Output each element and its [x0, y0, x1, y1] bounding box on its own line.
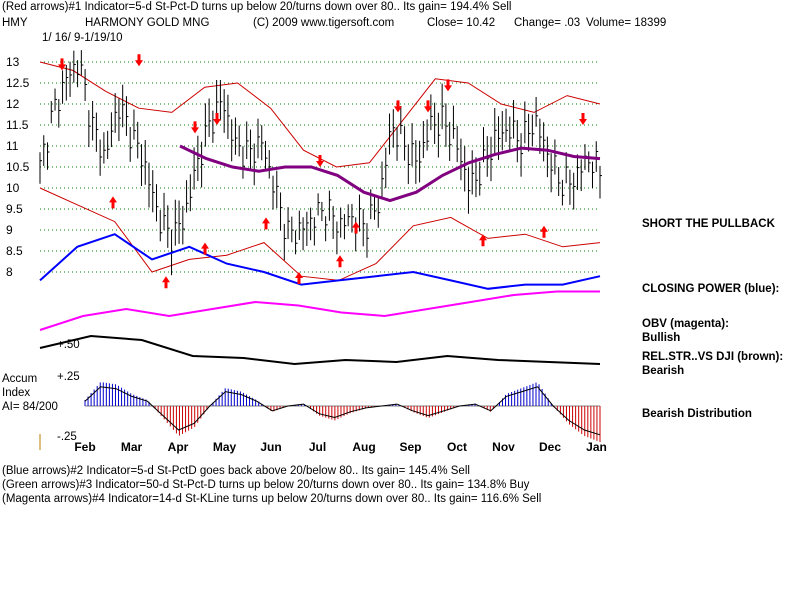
x-tick-label: Jul	[309, 440, 326, 454]
relative-strength-line	[39, 334, 601, 366]
buy-arrow	[109, 196, 117, 209]
price-grid	[40, 61, 600, 273]
volume-value: Volume= 18399	[586, 17, 667, 29]
date-range: 1/ 16/ 9-1/19/10	[42, 32, 123, 44]
x-tick-label: Nov	[492, 440, 515, 454]
x-tick-label: Aug	[352, 440, 375, 454]
sell-arrow	[135, 54, 143, 67]
copyright: (C) 2009 www.tigersoft.com	[253, 17, 395, 29]
footer-indicator-4: (Magenta arrows)#4 Indicator=14-d St-KLi…	[2, 493, 542, 505]
x-tick-label: Oct	[447, 440, 467, 454]
y-tick-label: 11	[6, 139, 19, 153]
y-tick-label: 10.5	[6, 160, 30, 174]
x-tick-labels: Feb Mar Apr May Jun Jul Aug Sep Oct Nov Dec Jan	[74, 440, 607, 454]
label-minus25: -.25	[57, 431, 77, 443]
x-tick-label: Feb	[74, 440, 95, 454]
x-tick-label: Jan	[586, 440, 607, 454]
sell-arrow	[424, 100, 432, 113]
x-tick-label: May	[213, 440, 237, 454]
price-bars	[39, 50, 602, 276]
index-label: Index	[2, 387, 31, 399]
sell-arrow	[213, 113, 221, 125]
x-tick-label: Apr	[168, 440, 189, 454]
distribution-label: Bearish Distribution	[642, 408, 752, 420]
ma-line	[179, 144, 601, 203]
label-plus50: +.50	[57, 339, 80, 351]
y-tick-label: 8	[6, 265, 13, 279]
buy-arrow	[201, 242, 209, 255]
upper-band	[39, 61, 601, 168]
sell-arrow	[58, 58, 66, 71]
closing-power-line	[39, 233, 601, 290]
buy-arrow	[540, 225, 548, 238]
x-tick-label: Dec	[539, 440, 561, 454]
buy-arrow	[479, 234, 487, 247]
obv-title: OBV (magenta):	[642, 318, 729, 330]
sell-arrow	[191, 121, 199, 134]
y-tick-label: 12	[6, 97, 20, 111]
obv-line	[39, 290, 600, 331]
signal-arrows	[58, 54, 587, 289]
buy-arrow	[162, 276, 170, 289]
relstr-title: REL.STR..VS DJI (brown):	[642, 351, 784, 363]
footer-indicator-3: (Green arrows)#3 Indicator=50-d St-Pct-D…	[2, 479, 530, 491]
y-tick-label: 11.5	[6, 118, 29, 132]
buy-arrow	[336, 255, 344, 268]
buy-arrow	[295, 272, 303, 284]
ai-label: AI= 84/200	[2, 401, 58, 413]
y-tick-labels: 13 12.5 12 11.5 11 10.5 10 9.5 9 8.5 8	[6, 55, 30, 279]
sell-arrow	[394, 100, 402, 113]
ticker-symbol: HMY	[2, 17, 28, 29]
y-tick-label: 12.5	[6, 76, 30, 90]
company-name: HARMONY GOLD MNG	[85, 17, 210, 29]
x-tick-label: Mar	[121, 440, 143, 454]
obv-value: Bullish	[642, 332, 681, 344]
y-tick-label: 9	[6, 223, 13, 237]
buy-arrow	[262, 217, 270, 230]
accum-ma	[84, 386, 601, 436]
sell-arrow	[579, 113, 587, 125]
y-tick-label: 8.5	[6, 244, 23, 258]
footer-indicator-2: (Blue arrows)#2 Indicator=5-d St-PctD go…	[2, 465, 470, 477]
close-value: Close= 10.42	[427, 17, 496, 29]
change-value: Change= .03	[514, 17, 581, 29]
accum-label: Accum	[2, 373, 38, 385]
y-tick-label: 10	[6, 181, 20, 195]
header-indicator-1: (Red arrows)#1 Indicator=5-d St-Pct-D tu…	[2, 1, 512, 13]
label-plus25: +.25	[57, 371, 80, 383]
sell-arrow	[316, 155, 324, 167]
relstr-path	[39, 334, 601, 366]
closing-power-label: CLOSING POWER (blue):	[642, 283, 780, 295]
y-tick-label: 13	[6, 55, 20, 69]
relstr-value: Bearish	[642, 365, 685, 377]
sell-arrow	[444, 79, 452, 92]
obv-path	[39, 290, 600, 331]
y-tick-label: 9.5	[6, 202, 23, 216]
buy-arrow	[352, 221, 360, 234]
x-tick-label: Sep	[399, 440, 421, 454]
lower-band	[39, 187, 601, 281]
x-tick-label: Jun	[260, 440, 281, 454]
moving-average	[179, 144, 601, 203]
accum-index-histogram	[39, 382, 601, 450]
closing-power-path	[39, 233, 601, 290]
short-pullback-label: SHORT THE PULLBACK	[642, 218, 775, 230]
